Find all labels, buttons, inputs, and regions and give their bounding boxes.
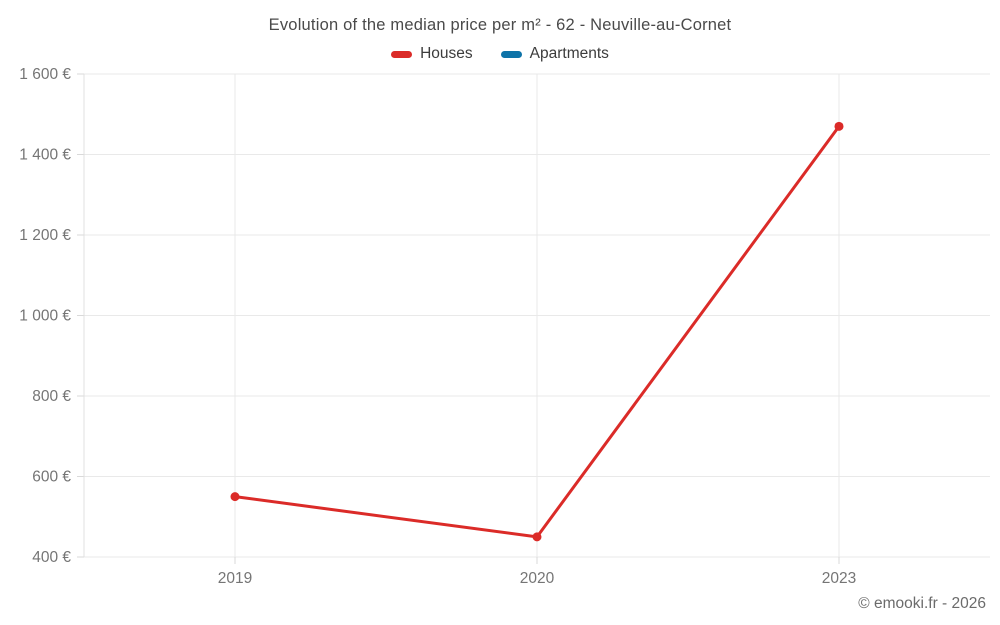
- y-axis-label: 1 000 €: [19, 308, 71, 325]
- data-point-houses[interactable]: [834, 121, 844, 131]
- legend-label-houses: Houses: [420, 45, 473, 62]
- y-axis-label: 600 €: [32, 469, 71, 486]
- x-axis-label: 2019: [218, 570, 252, 587]
- attribution-text: © emooki.fr - 2026: [858, 595, 986, 612]
- legend-item-apartments[interactable]: Apartments: [500, 45, 609, 63]
- y-axis-label: 400 €: [32, 549, 71, 566]
- data-point-houses[interactable]: [230, 492, 240, 502]
- y-axis-label: 1 600 €: [19, 66, 71, 83]
- x-axis-label: 2023: [822, 570, 856, 587]
- y-axis-label: 800 €: [32, 388, 71, 405]
- chart-legend: Houses Apartments: [0, 45, 1000, 63]
- legend-item-houses[interactable]: Houses: [391, 45, 473, 63]
- x-axis-label: 2020: [520, 570, 555, 587]
- y-axis-label: 1 400 €: [19, 147, 71, 164]
- legend-swatch-apartments-icon: [500, 50, 522, 58]
- chart-title: Evolution of the median price per m² - 6…: [268, 16, 732, 34]
- y-axis-label: 1 200 €: [19, 227, 71, 244]
- legend-swatch-houses-icon: [391, 50, 413, 58]
- data-point-houses[interactable]: [532, 532, 542, 542]
- legend-label-apartments: Apartments: [529, 45, 609, 62]
